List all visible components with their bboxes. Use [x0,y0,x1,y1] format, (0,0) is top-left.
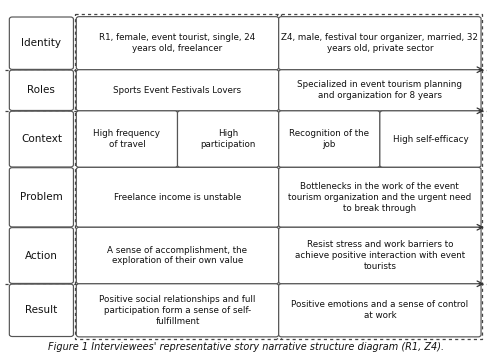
Text: Sports Event Festivals Lovers: Sports Event Festivals Lovers [114,86,242,95]
FancyBboxPatch shape [10,168,74,227]
Text: Specialized in event tourism planning
and organization for 8 years: Specialized in event tourism planning an… [298,80,462,100]
FancyBboxPatch shape [278,111,380,167]
FancyBboxPatch shape [10,227,74,283]
Text: Recognition of the
job: Recognition of the job [290,129,370,149]
FancyBboxPatch shape [76,284,278,337]
FancyBboxPatch shape [278,70,481,111]
Text: Resist stress and work barriers to
achieve positive interaction with event
touri: Resist stress and work barriers to achie… [295,240,465,271]
FancyBboxPatch shape [278,284,481,337]
Text: Problem: Problem [20,192,63,202]
FancyBboxPatch shape [10,17,74,69]
FancyBboxPatch shape [76,70,278,111]
Text: Positive social relationships and full
participation form a sense of self-
fulfi: Positive social relationships and full p… [100,295,256,326]
Text: Z4, male, festival tour organizer, married, 32
years old, private sector: Z4, male, festival tour organizer, marri… [282,33,478,53]
Text: Freelance income is unstable: Freelance income is unstable [114,193,241,202]
Text: High frequency
of travel: High frequency of travel [94,129,160,149]
FancyBboxPatch shape [10,284,74,336]
Text: High self-efficacy: High self-efficacy [392,135,468,143]
Text: High
participation: High participation [200,129,256,149]
FancyBboxPatch shape [10,111,74,167]
FancyBboxPatch shape [76,111,178,167]
FancyBboxPatch shape [76,17,278,70]
Text: Identity: Identity [22,38,62,48]
FancyBboxPatch shape [278,17,481,70]
FancyBboxPatch shape [10,70,74,110]
Text: Context: Context [21,134,62,144]
Text: Action: Action [25,251,58,261]
FancyBboxPatch shape [380,111,481,167]
FancyBboxPatch shape [76,227,278,284]
Text: Bottlenecks in the work of the event
tourism organization and the urgent need
to: Bottlenecks in the work of the event tou… [288,182,472,213]
Text: Result: Result [26,305,58,315]
Text: Positive emotions and a sense of control
at work: Positive emotions and a sense of control… [292,300,469,320]
FancyBboxPatch shape [278,227,481,284]
FancyBboxPatch shape [76,167,278,227]
FancyBboxPatch shape [278,167,481,227]
Text: A sense of accomplishment, the
exploration of their own value: A sense of accomplishment, the explorati… [108,246,248,266]
Text: Figure 1 Interviewees' representative story narrative structure diagram (R1, Z4): Figure 1 Interviewees' representative st… [48,342,444,352]
Text: R1, female, event tourist, single, 24
years old, freelancer: R1, female, event tourist, single, 24 ye… [100,33,256,53]
Text: Roles: Roles [28,85,56,95]
FancyBboxPatch shape [178,111,278,167]
